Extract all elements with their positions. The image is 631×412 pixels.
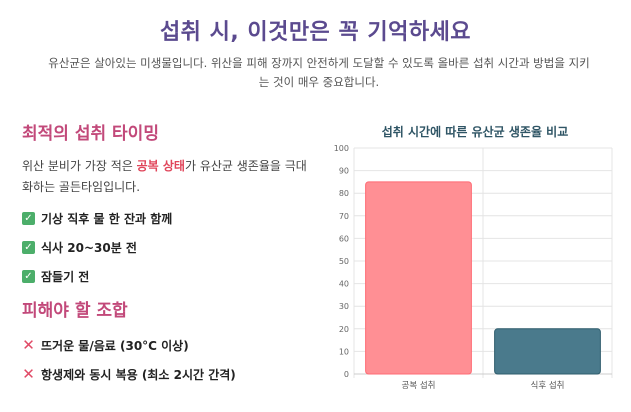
list-item-label: 뜨거운 물/음료 (30°C 이상) xyxy=(41,339,189,353)
list-item-label: 잠들기 전 xyxy=(41,270,90,284)
bar-chart: 0 10 20 30 40 50 60 70 80 90 100 공복 섭취 식후 섭취 xyxy=(334,144,613,391)
y-tick-label: 50 xyxy=(339,257,349,266)
chart-title: 섭취 시간에 따른 유산균 생존율 비교 xyxy=(381,125,569,139)
intro-text: 유산균은 살아있는 미생물입니다. 위산을 피해 장까지 안전하게 도달할 수 … xyxy=(22,54,616,92)
y-tick-label: 70 xyxy=(339,212,349,221)
avoid-title: 피해야 할 조합 xyxy=(22,301,128,321)
list-item-label: 항생제와 동시 복용 (최소 2시간 간격) xyxy=(41,368,236,382)
intro-line-1: 유산균은 살아있는 미생물입니다. 위산을 피해 장까지 안전하게 도달할 수 … xyxy=(48,56,590,70)
list-item: ✓ 기상 직후 물 한 잔과 함께 xyxy=(22,204,312,233)
cross-icon: ✕ xyxy=(22,336,35,354)
timing-description: 위산 분비가 가장 적은 공복 상태가 유산균 생존율을 극대화하는 골든타임입… xyxy=(22,156,312,198)
avoid-section: 피해야 할 조합 ✕ 뜨거운 물/음료 (30°C 이상) ✕ 항생제와 동시 … xyxy=(22,297,312,389)
y-tick-label: 10 xyxy=(339,347,349,356)
list-item: ✕ 뜨거운 물/음료 (30°C 이상) xyxy=(22,331,312,360)
list-item-label: 기상 직후 물 한 잔과 함께 xyxy=(41,212,173,226)
y-tick-label: 40 xyxy=(339,280,349,289)
timing-column: 최적의 섭취 타이밍 위산 분비가 가장 적은 공복 상태가 유산균 생존율을 … xyxy=(22,120,312,389)
timing-desc-before: 위산 분비가 가장 적은 xyxy=(22,159,137,173)
checkmark-icon: ✓ xyxy=(22,212,35,225)
bar xyxy=(494,328,601,375)
bar xyxy=(365,181,472,375)
y-tick-label: 20 xyxy=(339,325,349,334)
cross-icon: ✕ xyxy=(22,365,35,383)
x-tick-label: 식후 섭취 xyxy=(531,380,565,391)
page-title: 섭취 시, 이것만은 꼭 기억하세요 xyxy=(159,20,472,45)
checkmark-icon: ✓ xyxy=(22,241,35,254)
avoid-list: ✕ 뜨거운 물/음료 (30°C 이상) ✕ 항생제와 동시 복용 (최소 2시… xyxy=(22,331,312,389)
y-tick-label: 90 xyxy=(339,167,349,176)
y-tick-label: 100 xyxy=(334,144,349,153)
timing-list: ✓ 기상 직후 물 한 잔과 함께 ✓ 식사 20~30분 전 ✓ 잠들기 전 xyxy=(22,204,312,291)
list-item: ✓ 잠들기 전 xyxy=(22,262,312,291)
timing-title: 최적의 섭취 타이밍 xyxy=(22,124,159,144)
list-item: ✕ 항생제와 동시 복용 (최소 2시간 간격) xyxy=(22,360,312,389)
y-tick-label: 30 xyxy=(339,302,349,311)
timing-desc-after: 가 유산균 생존율을 극대화하는 골든타임입니다. xyxy=(22,159,307,194)
y-tick-label: 0 xyxy=(344,370,349,379)
checkmark-icon: ✓ xyxy=(22,270,35,283)
y-tick-label: 80 xyxy=(339,189,349,198)
list-item: ✓ 식사 20~30분 전 xyxy=(22,233,312,262)
x-tick-label: 공복 섭취 xyxy=(402,380,436,391)
y-tick-label: 60 xyxy=(339,234,349,243)
timing-desc-highlight: 공복 상태 xyxy=(136,159,185,173)
intro-line-2: 는 것이 매우 중요합니다. xyxy=(258,75,380,89)
survival-chart: 섭취 시간에 따른 유산균 생존율 비교 0 10 20 30 40 50 60 70 80 90… xyxy=(330,118,620,408)
list-item-label: 식사 20~30분 전 xyxy=(41,241,137,255)
